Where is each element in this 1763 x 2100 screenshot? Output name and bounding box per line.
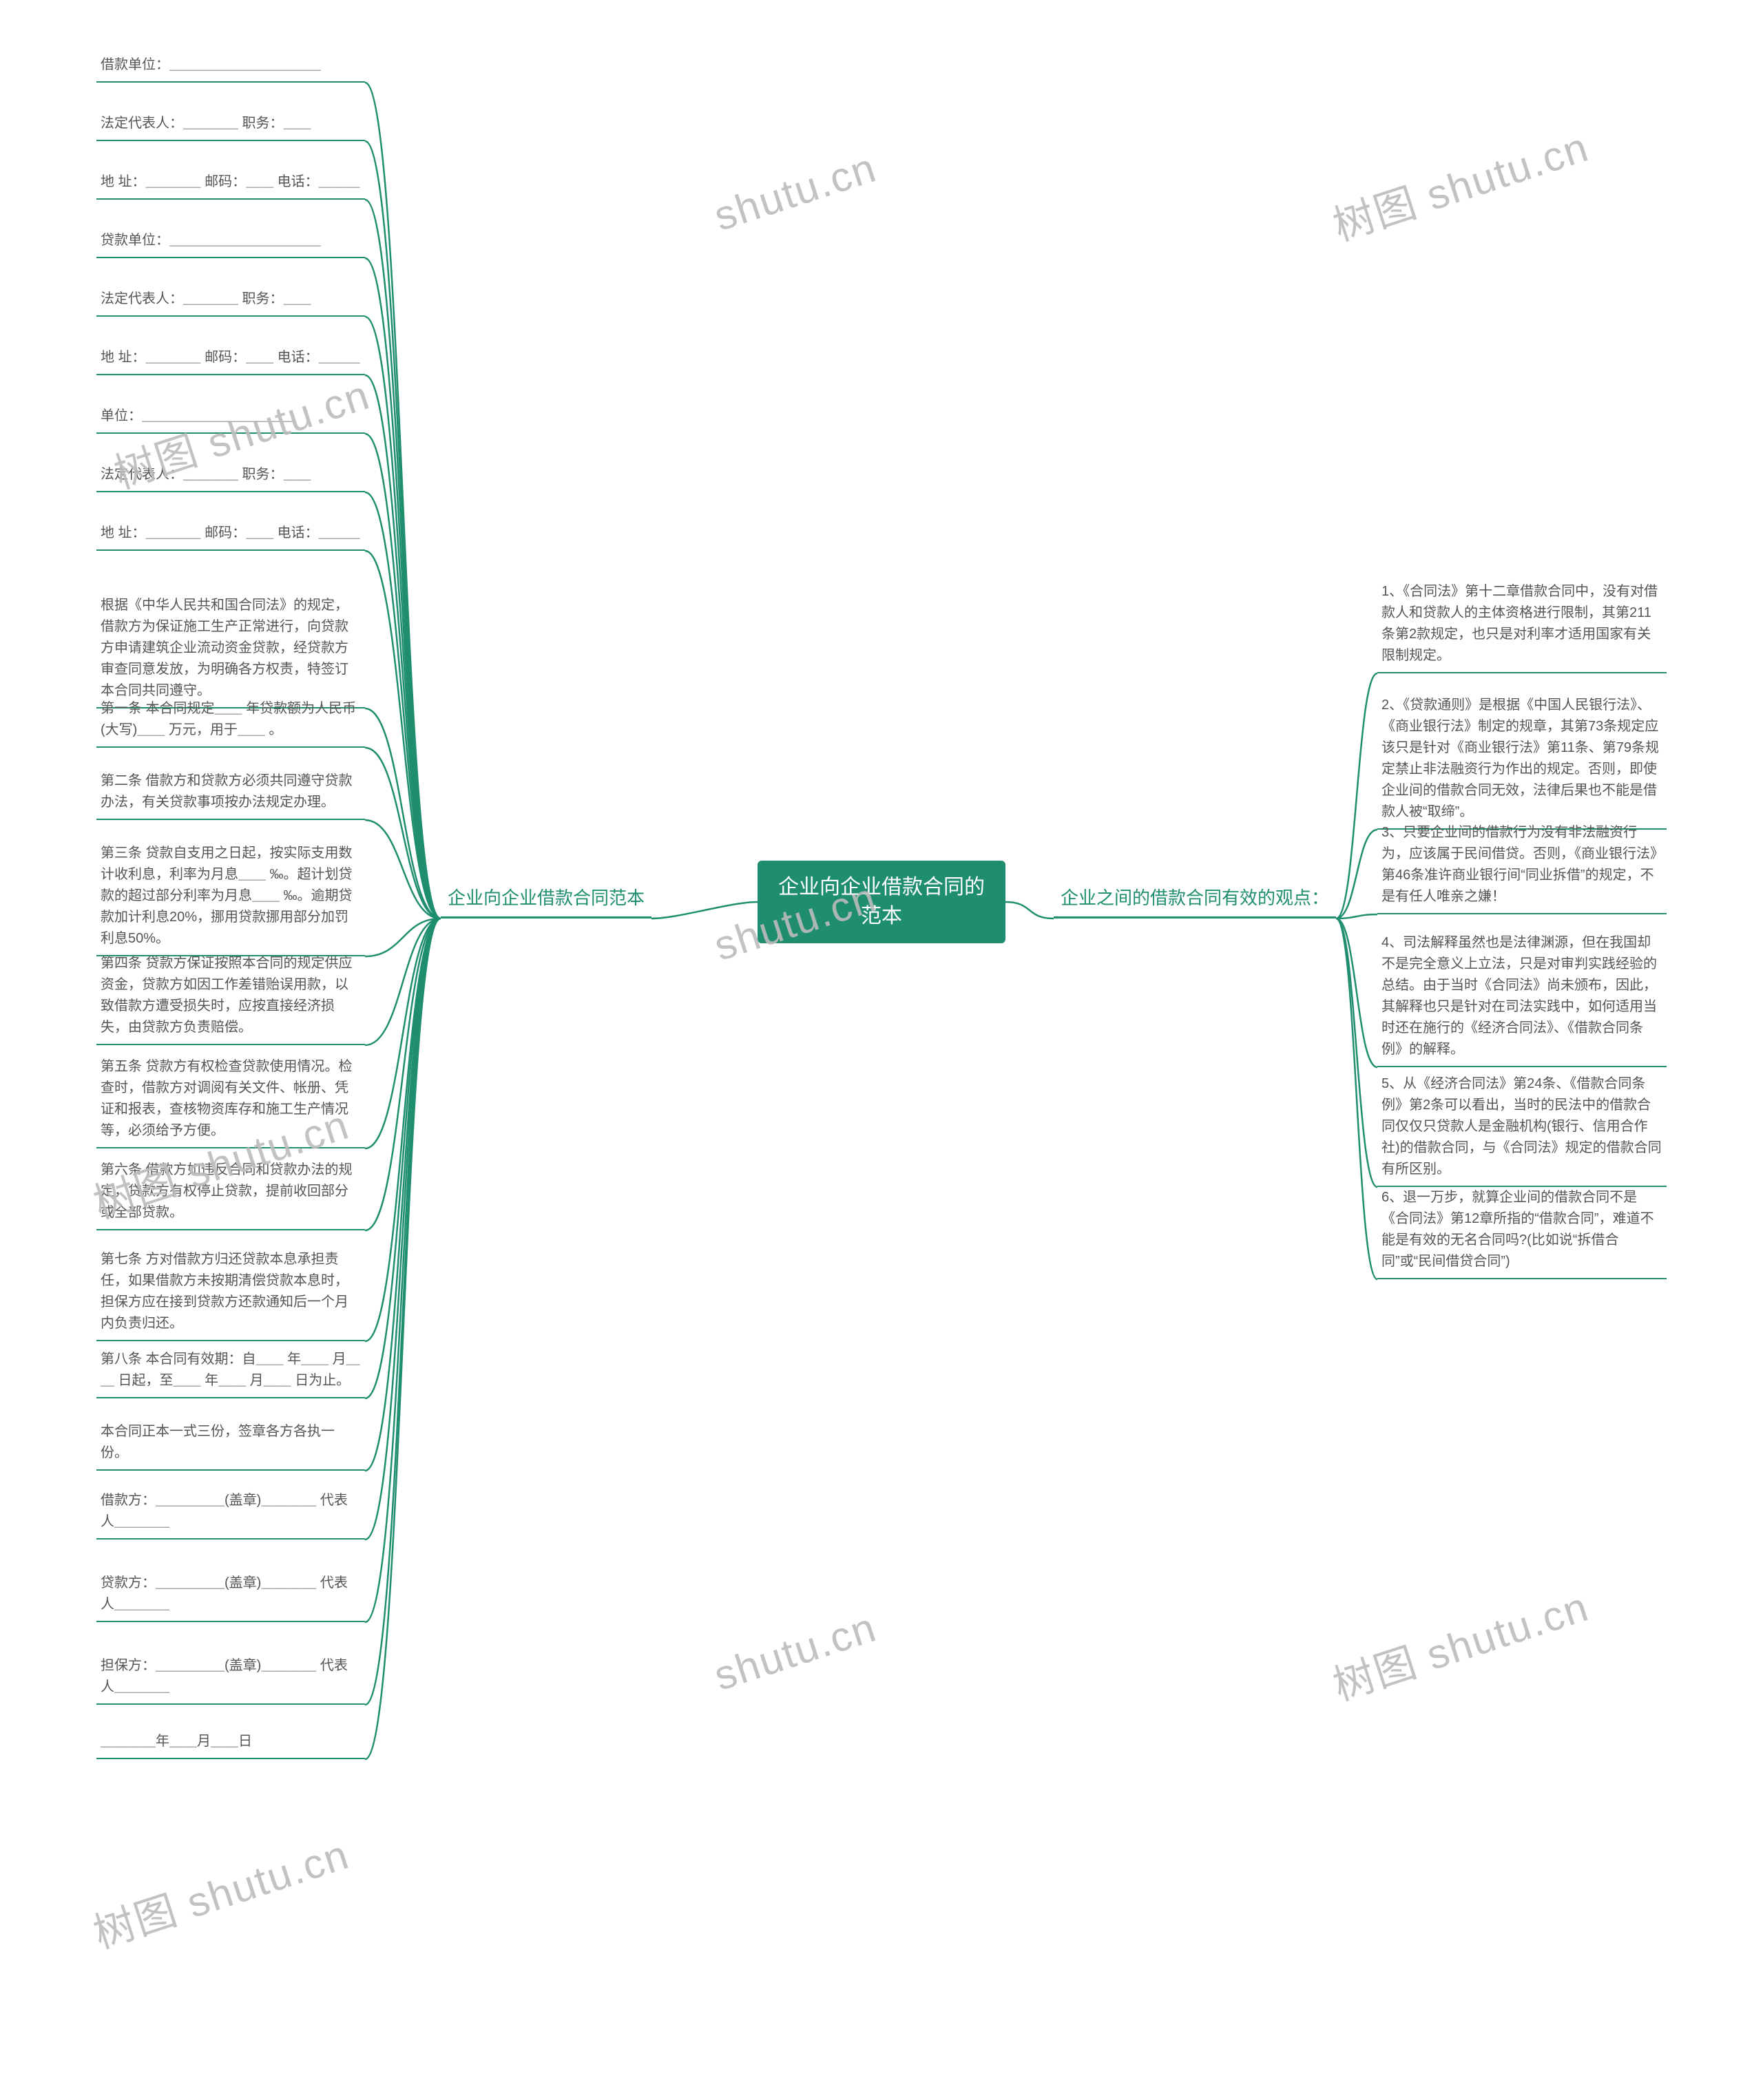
leaf-left-text: 第七条 方对借款方归还贷款本息承担责任，如果借款方未按期清偿贷款本息时，担保方应…	[101, 1252, 348, 1331]
leaf-left: 第五条 贷款方有权检查贷款使用情况。检查时，借款方对调阅有关文件、帐册、凭证和报…	[96, 1053, 365, 1148]
branch-right-label: 企业之间的借款合同有效的观点：	[1061, 888, 1329, 908]
leaf-left-text: 法定代表人：＿＿＿＿ 职务：＿＿	[101, 291, 311, 306]
leaf-left-text: ＿＿＿＿年＿＿月＿＿日	[101, 1734, 252, 1749]
leaf-left-text: 贷款方：＿＿＿＿＿(盖章)＿＿＿＿ 代表人＿＿＿＿	[101, 1575, 348, 1612]
leaf-left-text: 地 址：＿＿＿＿ 邮码：＿＿ 电话：＿＿＿	[101, 174, 360, 189]
leaf-left-text: 担保方：＿＿＿＿＿(盖章)＿＿＿＿ 代表人＿＿＿＿	[101, 1658, 348, 1694]
leaf-right-text: 6、退一万步，就算企业间的借款合同不是《合同法》第12章所指的“借款合同”，难道…	[1381, 1190, 1654, 1269]
leaf-left-text: 第六条 借款方如违反合同和贷款办法的规定，贷款方有权停止贷款，提前收回部分或全部…	[101, 1162, 353, 1220]
leaf-left: 第四条 贷款方保证按照本合同的规定供应资金，贷款方如因工作差错贻误用款，以致借款…	[96, 950, 365, 1045]
leaf-left-text: 地 址：＿＿＿＿ 邮码：＿＿ 电话：＿＿＿	[101, 350, 360, 365]
leaf-left: 第八条 本合同有效期：自＿＿ 年＿＿ 月＿＿ 日起，至＿＿ 年＿＿ 月＿＿ 日为…	[96, 1346, 365, 1398]
leaf-left: 地 址：＿＿＿＿ 邮码：＿＿ 电话：＿＿＿	[96, 169, 365, 200]
branch-left: 企业向企业借款合同范本	[441, 880, 651, 918]
leaf-right: 3、只要企业间的借款行为没有非法融资行为，应该属于民间借贷。否则，《商业银行法》…	[1377, 819, 1667, 914]
leaf-left: 地 址：＿＿＿＿ 邮码：＿＿ 电话：＿＿＿	[96, 520, 365, 551]
leaf-left-text: 根据《中华人民共和国合同法》的规定，借款方为保证施工生产正常进行，向贷款方申请建…	[101, 598, 348, 698]
watermark: 树图 shutu.cn	[85, 1821, 356, 1960]
leaf-left: 贷款方：＿＿＿＿＿(盖章)＿＿＿＿ 代表人＿＿＿＿	[96, 1570, 365, 1622]
center-title: 企业向企业借款合同的范本	[778, 876, 985, 927]
leaf-left-text: 第一条 本合同规定＿＿ 年贷款额为人民币(大写)＿＿ 万元，用于＿＿ 。	[101, 701, 356, 737]
watermark: 树图 shutu.cn	[1324, 1573, 1596, 1712]
leaf-right: 2、《贷款通则》是根据《中国人民银行法》、《商业银行法》制定的规章，其第73条规…	[1377, 692, 1667, 830]
mindmap-canvas: 企业向企业借款合同的范本 企业向企业借款合同范本 企业之间的借款合同有效的观点：…	[0, 0, 1763, 2100]
leaf-left: 第七条 方对借款方归还贷款本息承担责任，如果借款方未按期清偿贷款本息时，担保方应…	[96, 1246, 365, 1341]
leaf-left-text: 第二条 借款方和贷款方必须共同遵守贷款办法，有关贷款事项按办法规定办理。	[101, 773, 353, 810]
watermark: shutu.cn	[709, 143, 882, 240]
leaf-right: 5、从《经济合同法》第24条、《借款合同条例》第2条可以看出，当时的民法中的借款…	[1377, 1071, 1667, 1187]
leaf-left: 单位：＿＿＿＿＿＿＿＿＿＿＿	[96, 403, 365, 434]
leaf-left-text: 第五条 贷款方有权检查贷款使用情况。检查时，借款方对调阅有关文件、帐册、凭证和报…	[101, 1059, 353, 1138]
branch-left-label: 企业向企业借款合同范本	[448, 888, 645, 908]
leaf-left: 第六条 借款方如违反合同和贷款办法的规定，贷款方有权停止贷款，提前收回部分或全部…	[96, 1157, 365, 1230]
leaf-left: 第一条 本合同规定＿＿ 年贷款额为人民币(大写)＿＿ 万元，用于＿＿ 。	[96, 695, 365, 748]
leaf-right: 4、司法解释虽然也是法律渊源，但在我国却不是完全意义上立法，只是对审判实践经验的…	[1377, 930, 1667, 1067]
leaf-left: 第三条 贷款自支用之日起，按实际支用数计收利息，利率为月息＿＿ ‰。超计划贷款的…	[96, 840, 365, 956]
leaf-left: 法定代表人：＿＿＿＿ 职务：＿＿	[96, 110, 365, 141]
leaf-left: 借款单位：＿＿＿＿＿＿＿＿＿＿＿	[96, 52, 365, 83]
leaf-right: 6、退一万步，就算企业间的借款合同不是《合同法》第12章所指的“借款合同”，难道…	[1377, 1184, 1667, 1279]
leaf-right: 1、《合同法》第十二章借款合同中，没有对借款人和贷款人的主体资格进行限制，其第2…	[1377, 578, 1667, 673]
leaf-left: 法定代表人：＿＿＿＿ 职务：＿＿	[96, 286, 365, 317]
leaf-left: 担保方：＿＿＿＿＿(盖章)＿＿＿＿ 代表人＿＿＿＿	[96, 1652, 365, 1705]
leaf-left-text: 第三条 贷款自支用之日起，按实际支用数计收利息，利率为月息＿＿ ‰。超计划贷款的…	[101, 846, 353, 946]
leaf-right-text: 1、《合同法》第十二章借款合同中，没有对借款人和贷款人的主体资格进行限制，其第2…	[1381, 584, 1658, 663]
leaf-left: 第二条 借款方和贷款方必须共同遵守贷款办法，有关贷款事项按办法规定办理。	[96, 768, 365, 820]
leaf-right-text: 5、从《经济合同法》第24条、《借款合同条例》第2条可以看出，当时的民法中的借款…	[1381, 1076, 1662, 1177]
leaf-left: 法定代表人：＿＿＿＿ 职务：＿＿	[96, 461, 365, 492]
center-node: 企业向企业借款合同的范本	[758, 861, 1005, 943]
leaf-right-text: 2、《贷款通则》是根据《中国人民银行法》、《商业银行法》制定的规章，其第73条规…	[1381, 697, 1659, 819]
leaf-right-text: 3、只要企业间的借款行为没有非法融资行为，应该属于民间借贷。否则，《商业银行法》…	[1381, 825, 1657, 904]
leaf-left-text: 第八条 本合同有效期：自＿＿ 年＿＿ 月＿＿ 日起，至＿＿ 年＿＿ 月＿＿ 日为…	[101, 1352, 360, 1388]
leaf-left: ＿＿＿＿年＿＿月＿＿日	[96, 1728, 365, 1759]
leaf-left-text: 第四条 贷款方保证按照本合同的规定供应资金，贷款方如因工作差错贻误用款，以致借款…	[101, 956, 353, 1035]
leaf-left-text: 借款单位：＿＿＿＿＿＿＿＿＿＿＿	[101, 57, 321, 72]
leaf-left-text: 单位：＿＿＿＿＿＿＿＿＿＿＿	[101, 408, 293, 423]
leaf-left-text: 借款方：＿＿＿＿＿(盖章)＿＿＿＿ 代表人＿＿＿＿	[101, 1493, 348, 1529]
leaf-left: 本合同正本一式三份，签章各方各执一份。	[96, 1418, 365, 1471]
leaf-left-text: 法定代表人：＿＿＿＿ 职务：＿＿	[101, 116, 311, 131]
watermark: 树图 shutu.cn	[1324, 114, 1596, 253]
leaf-left: 地 址：＿＿＿＿ 邮码：＿＿ 电话：＿＿＿	[96, 344, 365, 375]
leaf-left: 贷款单位：＿＿＿＿＿＿＿＿＿＿＿	[96, 227, 365, 258]
leaf-left-text: 贷款单位：＿＿＿＿＿＿＿＿＿＿＿	[101, 233, 321, 248]
leaf-left: 借款方：＿＿＿＿＿(盖章)＿＿＿＿ 代表人＿＿＿＿	[96, 1487, 365, 1540]
branch-right: 企业之间的借款合同有效的观点：	[1054, 880, 1336, 918]
leaf-left-text: 法定代表人：＿＿＿＿ 职务：＿＿	[101, 467, 311, 482]
leaf-left-text: 本合同正本一式三份，签章各方各执一份。	[101, 1424, 335, 1460]
leaf-right-text: 4、司法解释虽然也是法律渊源，但在我国却不是完全意义上立法，只是对审判实践经验的…	[1381, 935, 1657, 1057]
leaf-left: 根据《中华人民共和国合同法》的规定，借款方为保证施工生产正常进行，向贷款方申请建…	[96, 592, 365, 708]
watermark: shutu.cn	[709, 1603, 882, 1700]
leaf-left-text: 地 址：＿＿＿＿ 邮码：＿＿ 电话：＿＿＿	[101, 525, 360, 540]
